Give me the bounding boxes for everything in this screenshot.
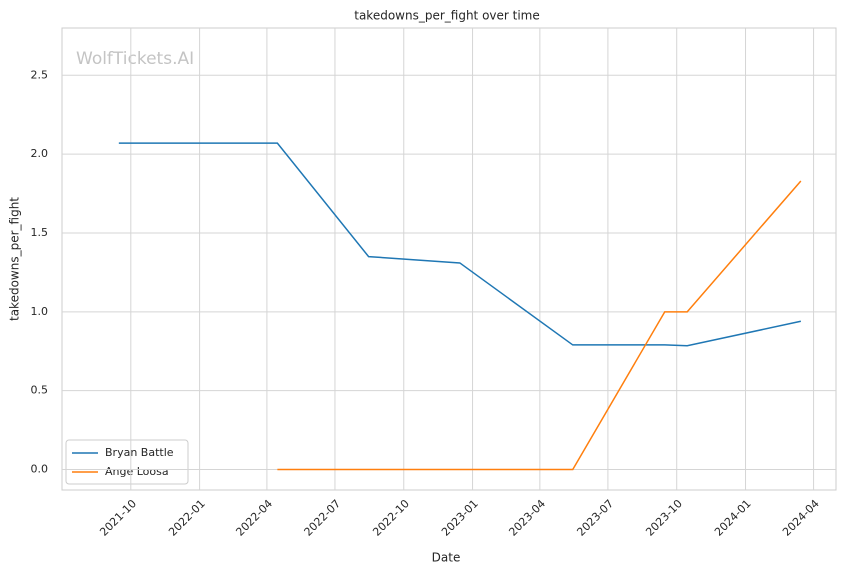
x-tick-label: 2023-07 (574, 497, 616, 539)
y-tick-label: 2.0 (31, 147, 49, 160)
chart-title: takedowns_per_fight over time (354, 9, 540, 23)
x-axis-label: Date (432, 551, 461, 565)
x-tick-label: 2023-10 (643, 497, 685, 539)
y-tick-label: 2.5 (31, 68, 49, 81)
y-tick-label: 0.0 (31, 463, 49, 476)
x-tick-label: 2021-10 (97, 497, 139, 539)
legend-label: Bryan Battle (105, 446, 174, 459)
x-tick-label: 2022-07 (302, 497, 344, 539)
series-line (118, 142, 802, 347)
y-tick-label: 1.0 (31, 305, 49, 318)
watermark: WolfTickets.AI (76, 49, 194, 69)
legend-box (65, 439, 189, 485)
x-tick-label: 2023-01 (439, 497, 481, 539)
x-tick-label: 2023-04 (506, 497, 548, 539)
x-tick-label: 2024-01 (712, 497, 754, 539)
y-tick-label: 1.5 (31, 226, 49, 239)
legend: Bryan Battle Ange Loosa (65, 439, 189, 485)
plot-area (61, 27, 837, 491)
x-tick-label: 2024-04 (780, 497, 822, 539)
x-tick-label: 2022-01 (166, 497, 208, 539)
series-line (277, 180, 802, 471)
y-tick-label: 0.5 (31, 384, 49, 397)
x-tick-label: 2022-10 (370, 497, 412, 539)
y-axis-label: takedowns_per_fight (8, 197, 22, 321)
x-tick-label: 2022-04 (233, 497, 275, 539)
legend-label: Ange Loosa (105, 465, 169, 478)
